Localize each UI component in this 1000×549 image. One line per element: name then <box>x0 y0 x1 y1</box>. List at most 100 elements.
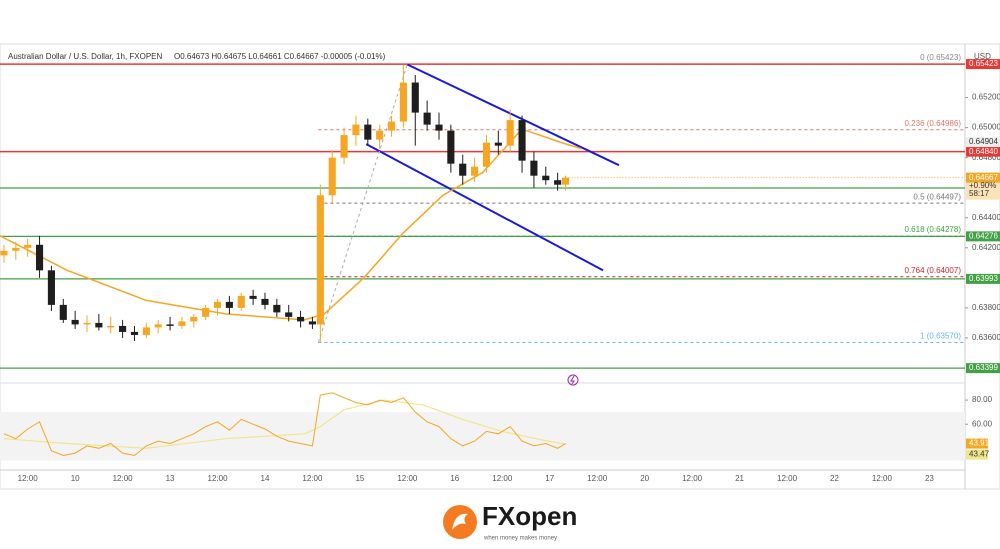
event-icon <box>567 374 579 386</box>
last-price-label: 0.64667 <box>969 173 998 182</box>
chart-title: Australian Dollar / U.S. Dollar, 1h, FXO… <box>8 52 163 61</box>
candle-body <box>423 112 431 125</box>
level-label: 0.65423 <box>969 59 998 68</box>
x-tick-label: 12:00 <box>208 474 229 483</box>
x-tick-label: 16 <box>450 474 459 483</box>
candle-body <box>285 312 293 317</box>
y-tick-label: 0.63800 <box>972 303 1000 312</box>
x-tick-label: 23 <box>925 474 934 483</box>
rsi-line <box>3 392 566 457</box>
candle-body <box>249 295 257 299</box>
brand-name: FXopen <box>482 501 577 531</box>
candle-body <box>59 304 67 320</box>
x-tick-label: 12:00 <box>587 474 608 483</box>
x-tick-label: 12:00 <box>397 474 418 483</box>
candle-body <box>471 166 479 176</box>
level-tag <box>966 146 1000 157</box>
x-tick-label: 12:00 <box>302 474 323 483</box>
x-tick-label: 21 <box>735 474 744 483</box>
candle-body <box>95 322 103 328</box>
candle-body <box>447 130 455 164</box>
candle-body <box>142 327 150 335</box>
level-tag <box>966 59 1000 70</box>
x-tick-label: 15 <box>355 474 364 483</box>
bar-countdown: 58:17 <box>969 189 990 198</box>
x-tick-label: 12:00 <box>18 474 39 483</box>
candle-body <box>213 301 222 308</box>
currency-label: USD <box>974 52 991 61</box>
trendline <box>365 143 604 272</box>
candle-body <box>542 175 550 181</box>
candle-body <box>308 321 316 325</box>
candle-body <box>364 124 372 140</box>
candle-body <box>494 142 502 146</box>
rsi-ma-label: 43.47 <box>969 450 990 459</box>
candle-body <box>387 121 396 131</box>
candle-body <box>376 130 384 140</box>
candle-body <box>435 124 443 131</box>
trendline <box>406 63 620 167</box>
level-tag <box>966 273 1000 284</box>
candle-body <box>190 316 198 322</box>
fib-label: 1 (0.63570) <box>920 332 961 341</box>
rsi-tick-label: 80.00 <box>972 395 993 404</box>
x-tick-label: 20 <box>640 474 649 483</box>
y-tick-label: 0.65000 <box>972 123 1000 132</box>
candle-body <box>202 307 210 317</box>
brand-tagline: when money makes money <box>483 536 557 542</box>
ohlc-readout: O0.64673 H0.64675 L0.64661 C0.64667 -0.0… <box>174 52 386 61</box>
y-tick-label: 0.64400 <box>972 213 1000 222</box>
x-tick-label: 12:00 <box>872 474 893 483</box>
candle-body <box>178 321 186 326</box>
x-tick-label: 17 <box>545 474 554 483</box>
level-tag <box>966 363 1000 374</box>
candle-body <box>261 298 269 305</box>
candle-body <box>24 244 32 248</box>
candle-body <box>166 324 174 326</box>
candle-body <box>35 244 44 271</box>
fib-label: 0 (0.65423) <box>920 53 961 62</box>
candle-body <box>399 82 407 122</box>
candle-body <box>352 124 360 136</box>
candle-body <box>482 142 491 167</box>
x-tick-label: 14 <box>261 474 270 483</box>
fib-label: 0.236 (0.64986) <box>905 119 962 128</box>
x-tick-label: 12:00 <box>113 474 134 483</box>
x-tick-label: 22 <box>830 474 839 483</box>
candle-body <box>154 324 162 328</box>
y-tick-label: 0.65200 <box>972 93 1000 102</box>
candle-body <box>71 319 79 325</box>
y-tick-label: 0.64200 <box>972 243 1000 252</box>
rsi-ma-tag <box>966 449 988 460</box>
fib-label: 0.764 (0.64007) <box>905 266 962 275</box>
candle-body <box>340 135 348 158</box>
candle-body <box>554 180 562 185</box>
candle-body <box>0 250 8 256</box>
candle-body <box>237 295 245 308</box>
rsi-tick-label: 60.00 <box>972 419 993 428</box>
candle-body <box>518 120 526 161</box>
candle-body <box>12 247 20 251</box>
level-label: 0.63399 <box>969 363 998 372</box>
candle-body <box>107 325 115 328</box>
brand-logo-mark <box>452 513 468 530</box>
candle-body <box>328 157 336 196</box>
rsi-band <box>0 412 965 461</box>
candle-body <box>316 195 324 325</box>
last-change-label: +0.90% <box>969 181 996 190</box>
rsi-value-label: 43.91 <box>969 439 990 448</box>
candle-body <box>411 82 419 113</box>
candle-body <box>83 322 91 325</box>
candle-body <box>530 160 538 176</box>
level-label: 0.63993 <box>969 274 998 283</box>
candle-body <box>130 331 139 335</box>
rsi-value-tag <box>966 438 988 449</box>
trendline <box>317 63 408 343</box>
level-label: 0.64840 <box>969 147 998 156</box>
candle-body <box>561 177 570 185</box>
candle-body <box>459 163 467 176</box>
y-tick-label: 0.63600 <box>972 333 1000 342</box>
ma-tag <box>966 137 1000 148</box>
x-tick-label: 10 <box>71 474 80 483</box>
